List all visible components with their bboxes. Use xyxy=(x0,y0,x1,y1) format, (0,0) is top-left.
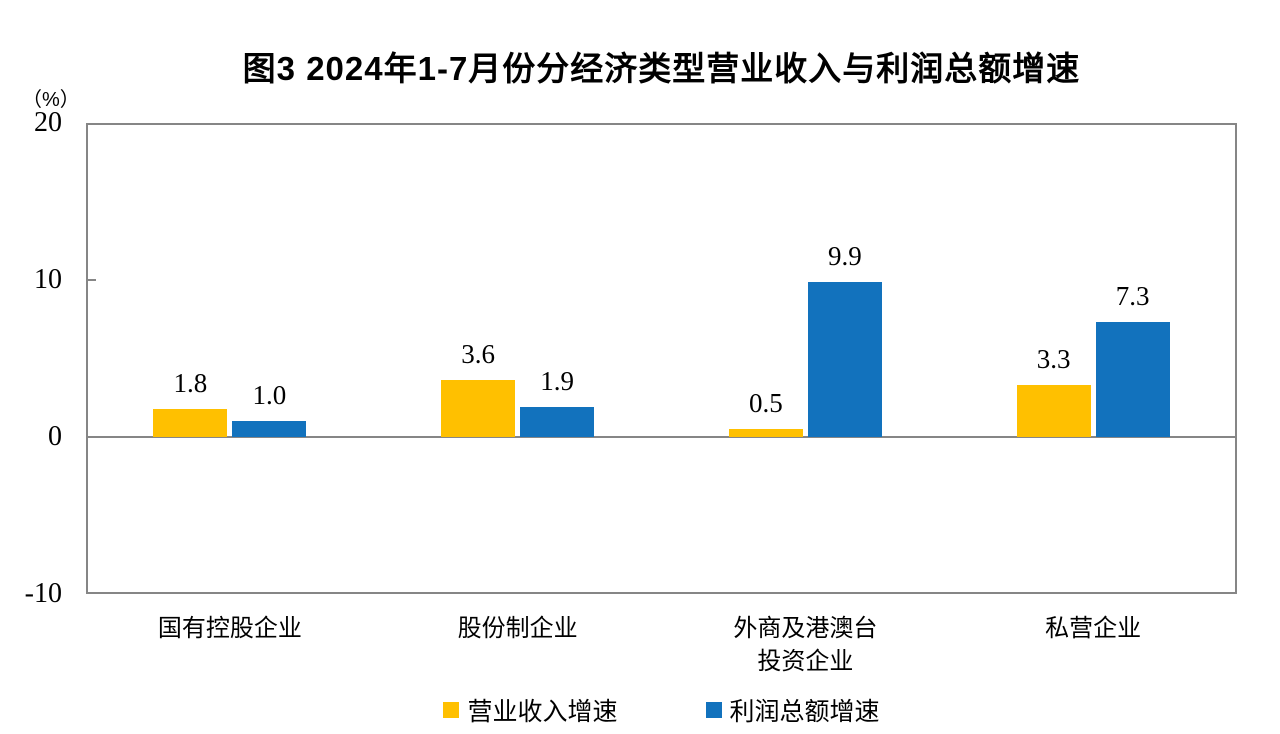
bar-profit xyxy=(807,281,882,437)
category-label: 私营企业 xyxy=(1045,615,1142,642)
bar-value-label: 1.9 xyxy=(540,366,574,397)
bar-value-label: 1.0 xyxy=(252,380,287,411)
y-axis-tick-label: 10 xyxy=(34,264,62,295)
bar-revenue xyxy=(153,408,228,437)
bar-value-label: 3.3 xyxy=(1036,344,1071,375)
legend: 营业收入增速 利润总额增速 xyxy=(86,692,1237,728)
legend-item: 营业收入增速 xyxy=(443,692,618,728)
bar-value-label: 9.9 xyxy=(828,240,862,271)
category-label: 股份制企业 xyxy=(457,615,578,642)
bar-value-label: 7.3 xyxy=(1115,281,1150,312)
bar-value-label: 3.6 xyxy=(461,339,495,370)
zero-baseline xyxy=(86,436,1237,438)
bar-revenue xyxy=(728,429,803,437)
legend-item: 利润总额增速 xyxy=(705,692,880,728)
category-label: 国有控股企业 xyxy=(157,615,302,642)
bar-profit xyxy=(232,421,307,437)
legend-label: 利润总额增速 xyxy=(729,698,880,726)
bar-revenue xyxy=(1016,385,1091,437)
bar-profit xyxy=(520,407,595,437)
bar-profit xyxy=(1095,322,1170,437)
bar-revenue xyxy=(441,380,516,437)
bar-value-label: 0.5 xyxy=(749,388,783,419)
y-axis-tick-label: 0 xyxy=(48,421,62,452)
category-label: 外商及港澳台 投资企业 xyxy=(733,615,878,675)
bar-value-label: 1.8 xyxy=(173,367,208,398)
legend-swatch xyxy=(443,702,460,718)
plot-area xyxy=(86,123,1237,594)
y-axis-tick-mark xyxy=(86,279,96,281)
legend-swatch xyxy=(705,702,722,718)
legend-label: 营业收入增速 xyxy=(467,698,618,726)
y-axis-unit-label: （%） xyxy=(22,89,80,111)
y-axis-tick-label: -10 xyxy=(24,578,62,609)
chart-title: 图3 2024年1-7月份分经济类型营业收入与利润总额增速 xyxy=(242,50,1081,87)
y-axis-tick-label: 20 xyxy=(34,107,62,138)
